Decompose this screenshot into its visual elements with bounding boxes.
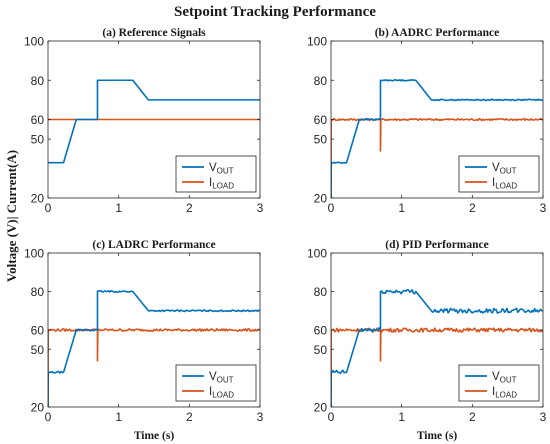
panel-title: (d) PID Performance — [385, 239, 488, 251]
x-tick-label: 0 — [45, 201, 52, 215]
legend-label-subscript: OUT — [217, 376, 234, 385]
y-tick-label: 100 — [307, 35, 327, 49]
x-tick-label: 3 — [540, 410, 547, 424]
y-tick-label: 60 — [314, 113, 328, 127]
legend-label-v-out: VOUT — [492, 371, 517, 385]
series-line-v-out — [48, 79, 260, 164]
legend-label-subscript: LOAD — [212, 182, 234, 191]
legend-label-i-load: ILOAD — [492, 177, 517, 191]
legend-label-subscript: LOAD — [212, 391, 234, 400]
series-line-v-out — [331, 78, 543, 198]
x-tick-label: 0 — [328, 410, 335, 424]
chart-panel: (c) LADRC Performance 0 1 2 3 20 50 60 80 100 VOUT… — [24, 239, 264, 424]
y-tick-label: 20 — [31, 192, 45, 206]
y-tick-label: 80 — [314, 285, 328, 299]
y-tick-label: 60 — [31, 324, 45, 338]
y-tick-label: 100 — [307, 247, 327, 261]
y-tick-label: 80 — [31, 285, 45, 299]
legend-label-main: V — [209, 371, 217, 383]
legend-label-subscript: LOAD — [495, 391, 517, 400]
y-tick-label: 80 — [31, 74, 45, 88]
panel-title: (a) Reference Signals — [102, 27, 206, 39]
legend-label-v-out: VOUT — [209, 371, 234, 385]
legend-label-i-load: ILOAD — [209, 386, 234, 400]
chart-panel: (b) AADRC Performance 0 1 2 3 20 50 60 80 100 VOUT… — [307, 27, 547, 215]
x-tick-label: 1 — [398, 201, 405, 215]
legend-label-main: I — [492, 386, 495, 398]
x-tick-label: 2 — [186, 201, 193, 215]
series-line-v-out — [331, 288, 543, 407]
x-tick-label: 3 — [540, 201, 547, 215]
x-tick-label: 1 — [398, 410, 405, 424]
legend-label-main: I — [209, 386, 212, 398]
legend-label-main: I — [492, 177, 495, 189]
legend-label-main: V — [209, 162, 217, 174]
shared-y-axis-label: Voltage (V)| Current(A) — [4, 150, 19, 282]
legend-label-main: V — [492, 371, 500, 383]
legend-label-i-load: ILOAD — [209, 177, 234, 191]
legend-box — [175, 155, 257, 193]
panel-title: (b) AADRC Performance — [375, 27, 500, 39]
legend-label-subscript: LOAD — [495, 182, 517, 191]
legend-label-v-out: VOUT — [209, 162, 234, 176]
x-tick-label: 2 — [186, 410, 193, 424]
legend-label-subscript: OUT — [500, 167, 517, 176]
y-tick-label: 50 — [31, 133, 45, 147]
y-tick-label: 20 — [314, 401, 328, 415]
y-tick-label: 50 — [314, 343, 328, 357]
x-tick-label: 0 — [45, 410, 52, 424]
y-tick-label: 50 — [31, 343, 45, 357]
legend-box — [458, 364, 540, 402]
legend-label-main: I — [209, 177, 212, 189]
x-tick-label: 0 — [328, 201, 335, 215]
x-tick-label: 1 — [115, 201, 122, 215]
x-tick-label: 2 — [469, 201, 476, 215]
y-tick-label: 100 — [24, 35, 44, 49]
x-tick-label: 2 — [469, 410, 476, 424]
x-axis-label-left: Time (s) — [134, 430, 175, 442]
legend-label-subscript: OUT — [500, 376, 517, 385]
x-tick-label: 3 — [257, 201, 264, 215]
y-tick-label: 20 — [314, 192, 328, 206]
legend-box — [458, 155, 540, 193]
y-tick-label: 20 — [31, 401, 45, 415]
series-line-v-out — [48, 289, 260, 407]
y-tick-label: 60 — [31, 113, 45, 127]
figure-title: Setpoint Tracking Performance — [174, 4, 376, 20]
y-tick-label: 100 — [24, 247, 44, 261]
x-tick-label: 3 — [257, 410, 264, 424]
chart-panel: (a) Reference Signals 0 1 2 3 20 50 60 80 100 VOUT… — [24, 27, 264, 215]
x-axis-label-right: Time (s) — [417, 430, 458, 442]
y-tick-label: 50 — [314, 133, 328, 147]
legend-label-v-out: VOUT — [492, 162, 517, 176]
panel-title: (c) LADRC Performance — [92, 239, 215, 251]
legend-label-main: V — [492, 162, 500, 174]
legend-box — [175, 364, 257, 402]
y-tick-label: 60 — [314, 324, 328, 338]
y-tick-label: 80 — [314, 74, 328, 88]
x-tick-label: 1 — [115, 410, 122, 424]
legend-label-subscript: OUT — [217, 167, 234, 176]
legend-label-i-load: ILOAD — [492, 386, 517, 400]
